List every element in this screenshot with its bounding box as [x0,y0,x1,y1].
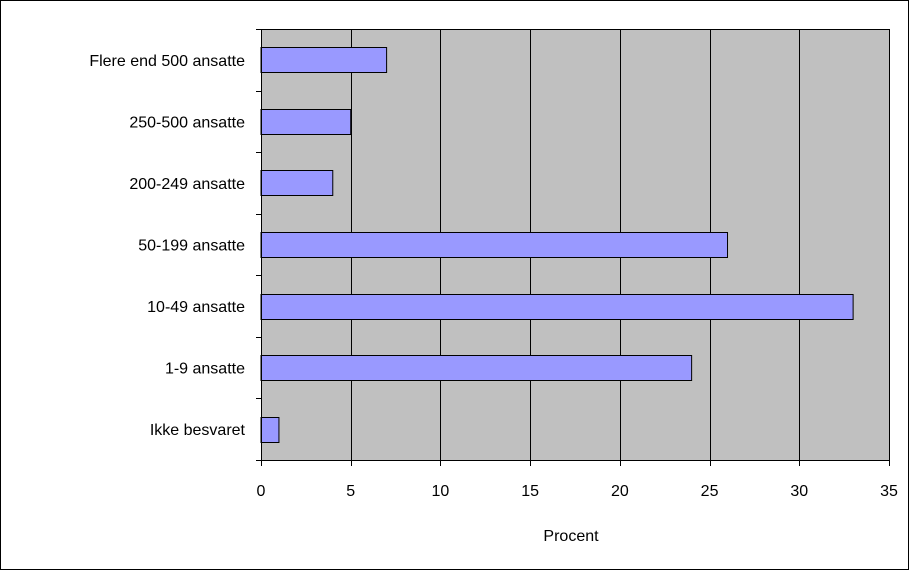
category-labels: Flere end 500 ansatte 250-500 ansatte 200-… [89,53,245,439]
bar [260,170,334,196]
category-label: Ikke besvaret [150,422,246,439]
bar [260,47,388,73]
category-label: 10-49 ansatte [147,299,245,316]
x-tick-label: 5 [346,483,355,500]
x-tick-label: 20 [611,483,629,500]
x-axis-label: Procent [543,528,599,545]
x-tick-labels: 0 5 10 15 20 25 30 35 [257,483,898,500]
bar [260,355,693,381]
category-label: Flere end 500 ansatte [89,53,245,70]
x-tick-label: 10 [432,483,450,500]
x-tick-label: 30 [790,483,808,500]
category-label: 200-249 ansatte [129,176,245,193]
bar [260,417,280,443]
bar [260,294,854,320]
bar [260,109,352,135]
category-label: 1-9 ansatte [165,361,245,378]
category-label: 250-500 ansatte [129,114,245,131]
axes [256,29,890,466]
category-label: 50-199 ansatte [138,238,245,255]
x-tick-label: 35 [880,483,898,500]
bar [260,232,729,258]
x-tick-label: 15 [521,483,539,500]
x-tick-label: 0 [257,483,266,500]
x-tick-label: 25 [701,483,719,500]
